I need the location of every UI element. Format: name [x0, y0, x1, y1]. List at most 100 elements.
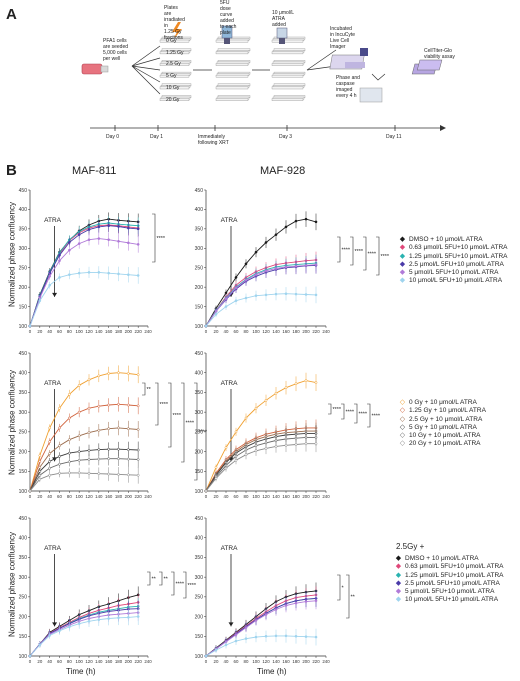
data-point [67, 273, 71, 277]
legend-marker-icon: ◆ [399, 236, 406, 243]
data-point [58, 454, 61, 458]
data-point [314, 293, 318, 297]
xlabel-right: Time (h) [257, 667, 287, 676]
data-point [264, 613, 268, 616]
y-tick-label: 300 [195, 410, 204, 416]
x-tick-label: 120 [262, 494, 270, 499]
sig-bracket [147, 571, 151, 586]
data-point [136, 458, 140, 461]
series-2 [28, 396, 140, 493]
x-tick-label: 200 [125, 494, 133, 499]
data-point [314, 220, 318, 224]
data-point [48, 440, 52, 444]
timeline-day0: Day 0 [106, 134, 120, 140]
timeline-day1: Day 1 [150, 134, 164, 140]
series-line [29, 612, 139, 657]
data-point [77, 450, 81, 453]
data-point [107, 617, 111, 620]
plate-icon [271, 83, 306, 90]
plate-icon [271, 71, 306, 78]
data-point [214, 477, 218, 480]
data-point [107, 224, 111, 228]
x-tick-label: 100 [252, 659, 260, 664]
data-point [97, 457, 101, 461]
timeline-day3: Day 3 [279, 134, 293, 140]
data-point [274, 233, 278, 237]
legend-row3-title: 2.5Gy + [396, 542, 425, 551]
incucyte-icon [329, 48, 368, 70]
y-tick-label: 300 [19, 410, 28, 416]
series-6 [28, 608, 140, 658]
data-point [244, 453, 248, 457]
x-tick-label: 200 [125, 329, 133, 334]
series-1 [204, 372, 318, 493]
y-tick-label: 200 [195, 614, 204, 620]
data-point [28, 489, 32, 493]
seed-arrows [131, 45, 161, 95]
plate-icon [159, 48, 192, 55]
x-tick-label: 140 [272, 659, 280, 664]
data-point [294, 264, 298, 268]
y-tick-label: 450 [19, 351, 28, 357]
data-point [126, 372, 130, 375]
sig-label: **** [333, 407, 342, 413]
sig-label: ** [164, 577, 169, 583]
x-tick-label: 200 [302, 659, 310, 664]
y-tick-label: 200 [195, 449, 204, 455]
series-5 [28, 451, 140, 493]
data-point [304, 217, 308, 221]
atra-label: ATRA [221, 217, 239, 224]
sig-label: ** [351, 595, 356, 601]
y-tick-label: 150 [19, 304, 28, 310]
data-point [38, 477, 42, 481]
x-tick-label: 60 [234, 494, 239, 499]
atra-label: ATRA [44, 217, 62, 224]
plate-icon [271, 60, 306, 66]
series-line [205, 427, 316, 492]
series-line [29, 458, 139, 492]
y-tick-label: 350 [195, 555, 204, 561]
y-tick-label: 200 [19, 449, 28, 455]
series-line [205, 264, 317, 327]
phase-image-icon [359, 87, 383, 103]
sig-label: **** [186, 421, 195, 427]
sig-bracket [363, 236, 367, 271]
plate-icon [271, 95, 306, 101]
data-point [224, 305, 228, 308]
atra-label: ATRA [44, 380, 62, 387]
data-point [264, 293, 268, 297]
y-tick-label: 250 [195, 595, 204, 601]
x-tick-label: 60 [234, 329, 239, 334]
y-tick-label: 350 [19, 227, 28, 233]
data-point [126, 457, 130, 461]
sig-bracket [337, 574, 341, 601]
data-point [97, 225, 101, 229]
data-point [38, 643, 42, 647]
y-tick-label: 300 [19, 575, 28, 581]
data-point [97, 472, 101, 476]
data-point [67, 451, 71, 455]
sig-label: * [342, 586, 345, 592]
flask-icon [81, 63, 109, 75]
y-tick-label: 150 [195, 469, 204, 475]
x-tick-label: 240 [322, 494, 330, 499]
data-point [38, 460, 42, 463]
y-tick-label: 450 [195, 351, 204, 357]
x-tick-label: 20 [214, 494, 219, 499]
series-line [205, 218, 317, 327]
data-point [87, 271, 91, 274]
series-5 [204, 256, 318, 328]
legend-marker-icon: ◆ [395, 563, 402, 571]
dose-labels: 0 Gy 1.25 Gy 2.5 Gy 5 Gy 10 Gy 20 Gy [166, 38, 184, 103]
plate-icon [215, 60, 251, 66]
series-6 [28, 466, 140, 493]
series-line [29, 427, 139, 492]
data-point [28, 324, 32, 328]
y-tick-label: 250 [19, 430, 28, 436]
data-point [284, 292, 288, 296]
series-line [205, 590, 317, 657]
sig-label: **** [346, 410, 355, 416]
data-point [67, 625, 71, 629]
x-tick-label: 220 [135, 329, 143, 334]
